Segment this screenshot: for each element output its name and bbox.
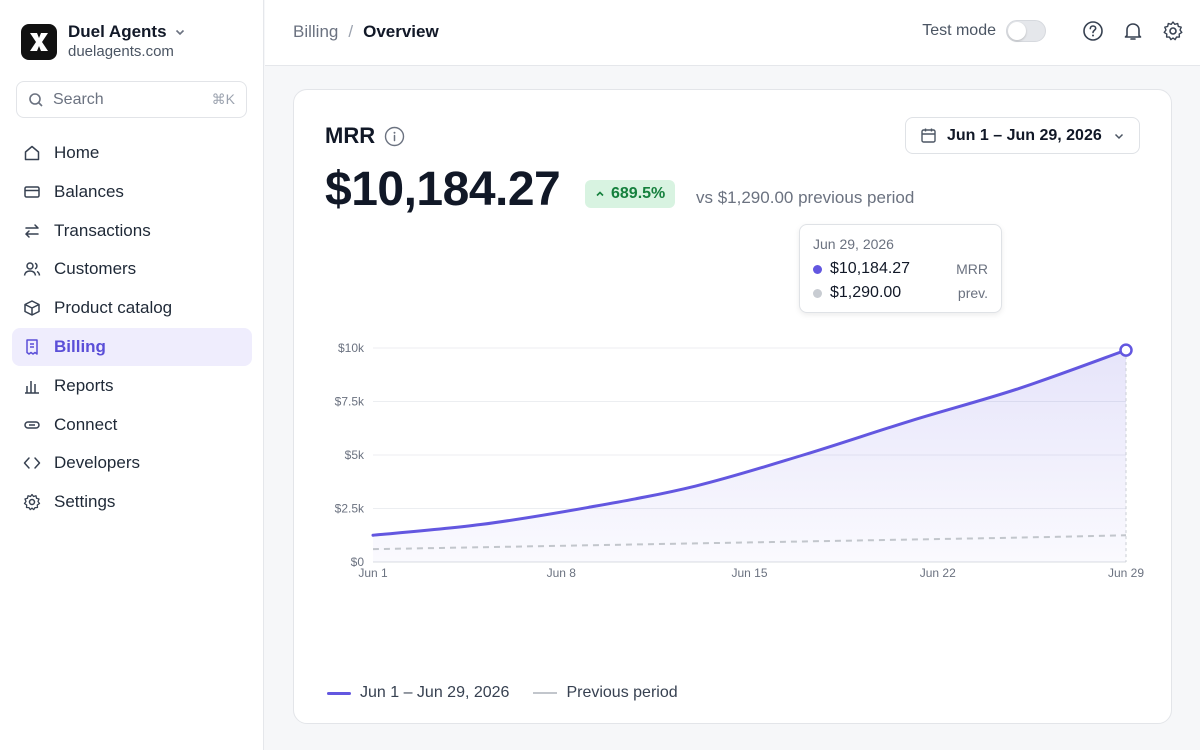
mrr-card: MRR Jun 1 – Jun 29, 2026 $10,184.27 689.…	[293, 89, 1172, 724]
sidebar-item-customers[interactable]: Customers	[12, 250, 252, 288]
test-mode-label: Test mode	[922, 22, 996, 39]
x-tick-label: Jun 1	[358, 566, 388, 580]
tooltip-tag-current: MRR	[956, 261, 988, 277]
tooltip-row-current: $10,184.27 MRR	[813, 260, 988, 278]
toggle-knob	[1008, 22, 1026, 40]
delta-value: 689.5%	[611, 185, 666, 202]
sidebar-item-settings[interactable]: Settings	[12, 483, 252, 521]
test-mode-toggle[interactable]	[1006, 20, 1046, 42]
legend-swatch-previous	[533, 692, 558, 694]
org-name: Duel Agents	[68, 22, 167, 41]
tooltip-dot-current	[813, 264, 822, 274]
bar-chart-icon	[22, 376, 42, 396]
comparison-text: vs $1,290.00 previous period	[696, 188, 915, 207]
sidebar-item-label: Transactions	[54, 220, 151, 240]
arrows-icon	[22, 221, 42, 241]
sidebar-item-transactions[interactable]: Transactions	[12, 212, 252, 250]
sidebar-item-product-catalog[interactable]: Product catalog	[12, 289, 252, 327]
sidebar-item-label: Home	[54, 143, 100, 162]
y-tick-label: $5k	[345, 448, 365, 462]
card-title: MRR	[325, 123, 405, 149]
sidebar-item-label: Balances	[54, 181, 124, 201]
legend-item-previous[interactable]: Previous period	[533, 684, 678, 702]
card-icon	[22, 182, 42, 202]
sidebar-item-label: Connect	[54, 414, 118, 434]
logo-icon	[21, 23, 57, 60]
chevron-up-icon	[596, 191, 604, 197]
hover-point-current	[1119, 343, 1133, 357]
x-tick-label: Jun 29	[1108, 566, 1144, 580]
org-domain: duelagents.com	[68, 43, 174, 60]
mrr-chart: $0 $2.5k $5k $7.5k $10k Jun 1 Jun 8 Jun 15 Jun 2…	[335, 341, 1145, 580]
calendar-icon	[921, 128, 936, 143]
sidebar-item-developers[interactable]: Developers	[12, 444, 252, 482]
chart-legend: Jun 1 – Jun 29, 2026 Previous period	[327, 684, 702, 702]
link-icon	[22, 415, 42, 435]
legend-item-current[interactable]: Jun 1 – Jun 29, 2026	[327, 684, 509, 702]
tooltip-value-current: $10,184.27	[830, 260, 911, 277]
chevron-down-icon	[1114, 133, 1124, 139]
sidebar-item-label: Developers	[54, 453, 140, 473]
x-tick-label: Jun 22	[920, 566, 956, 580]
help-icon[interactable]	[1082, 20, 1104, 42]
y-tick-label: $7.5k	[335, 395, 365, 409]
breadcrumb-overview: Overview	[363, 22, 439, 41]
sidebar-item-billing[interactable]: Billing	[12, 327, 252, 366]
series-area-current	[373, 350, 1126, 562]
mrr-value: $10,184.27	[325, 163, 561, 216]
users-icon	[22, 259, 42, 279]
sidebar-item-home[interactable]: Home	[12, 134, 252, 172]
legend-swatch-current	[327, 691, 351, 695]
series-line-current	[371, 348, 1128, 537]
search-icon	[29, 92, 43, 107]
tooltip-dot-previous	[813, 288, 822, 298]
breadcrumb-billing[interactable]: Billing	[293, 22, 339, 41]
chart-tooltip: Jun 29, 2026 $10,184.27 MRR $1,290.00 pr…	[799, 224, 1002, 313]
sidebar-item-label: Reports	[54, 375, 114, 395]
search-input[interactable]: Search ⌘K	[16, 81, 247, 118]
breadcrumb-separator: /	[348, 22, 354, 41]
breadcrumb: Billing / Overview	[293, 22, 439, 42]
x-tick-label: Jun 15	[731, 566, 767, 580]
gear-icon[interactable]	[1162, 20, 1184, 42]
y-tick-label: $0	[351, 555, 365, 569]
y-tick-label: $2.5k	[335, 502, 365, 516]
date-range-label: Jun 1 – Jun 29, 2026	[947, 126, 1102, 144]
search-placeholder: Search	[53, 90, 104, 108]
tooltip-tag-previous: prev.	[957, 285, 988, 301]
search-shortcut: ⌘K	[211, 91, 235, 107]
tooltip-date: Jun 29, 2026	[813, 236, 894, 252]
date-range-picker[interactable]: Jun 1 – Jun 29, 2026	[905, 117, 1140, 154]
chevron-down-icon	[175, 29, 184, 36]
home-icon	[22, 143, 42, 163]
code-icon	[22, 453, 42, 473]
sidebar-item-balances[interactable]: Balances	[12, 173, 252, 211]
receipt-icon	[22, 337, 42, 357]
bell-icon[interactable]	[1122, 20, 1144, 42]
gear-icon	[22, 492, 42, 512]
sidebar-item-label: Customers	[54, 259, 137, 279]
mrr-title: MRR	[325, 123, 376, 148]
sidebar-item-label: Settings	[54, 492, 116, 512]
tooltip-value-previous: $1,290.00	[830, 284, 902, 301]
sidebar-item-label: Billing	[54, 336, 106, 356]
org-switcher[interactable]: Duel Agents duelagents.com	[21, 22, 186, 61]
sidebar-item-reports[interactable]: Reports	[12, 367, 252, 405]
sidebar-nav: Home Balances Transactions Customers Pro…	[12, 134, 252, 522]
sidebar-item-label: Product catalog	[54, 298, 173, 318]
tooltip-row-previous: $1,290.00 prev.	[813, 284, 988, 302]
box-icon	[22, 298, 42, 318]
x-tick-label: Jun 8	[547, 566, 577, 580]
series-line-previous	[372, 534, 1127, 551]
top-header: Billing / Overview Test mode	[265, 0, 1200, 66]
legend-label-previous: Previous period	[566, 684, 678, 701]
legend-label-current: Jun 1 – Jun 29, 2026	[360, 684, 510, 701]
sidebar: Duel Agents duelagents.com Search ⌘K Hom…	[0, 0, 264, 750]
info-icon[interactable]	[384, 126, 405, 147]
delta-badge: 689.5%	[585, 180, 676, 208]
y-tick-label: $10k	[338, 341, 365, 355]
sidebar-item-connect[interactable]: Connect	[12, 406, 252, 444]
